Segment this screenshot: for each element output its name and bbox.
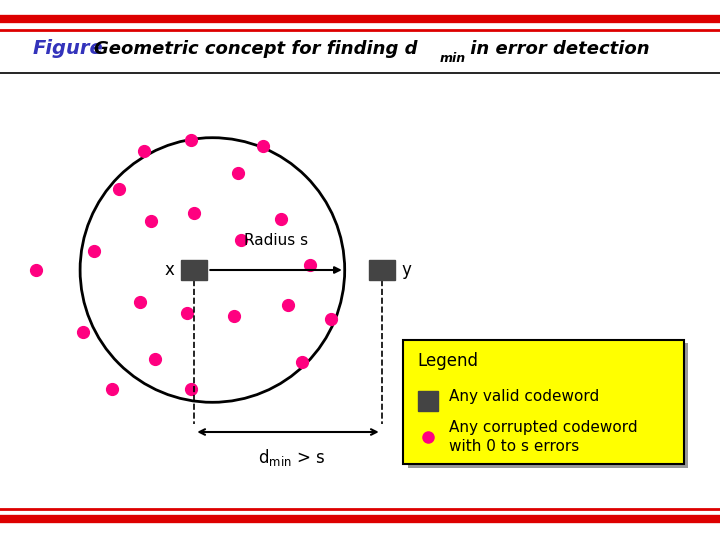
Bar	[181, 260, 207, 280]
Text: in error detection: in error detection	[464, 39, 650, 58]
Text: Any corrupted codeword
with 0 to s errors: Any corrupted codeword with 0 to s error…	[449, 420, 637, 454]
Text: Legend: Legend	[418, 352, 479, 370]
Text: Any valid codeword: Any valid codeword	[449, 389, 599, 403]
Text: x: x	[164, 261, 174, 279]
FancyBboxPatch shape	[403, 340, 684, 464]
Text: Radius s: Radius s	[244, 233, 308, 248]
Text: min: min	[439, 52, 465, 65]
Text: Figure: Figure	[32, 39, 103, 58]
Bar	[418, 391, 438, 410]
Text: $\mathregular{d_{min}}$ > s: $\mathregular{d_{min}}$ > s	[258, 447, 325, 468]
Text: y: y	[402, 261, 412, 279]
Bar	[369, 260, 395, 280]
FancyBboxPatch shape	[408, 343, 688, 468]
Text: Geometric concept for finding d: Geometric concept for finding d	[94, 39, 417, 58]
